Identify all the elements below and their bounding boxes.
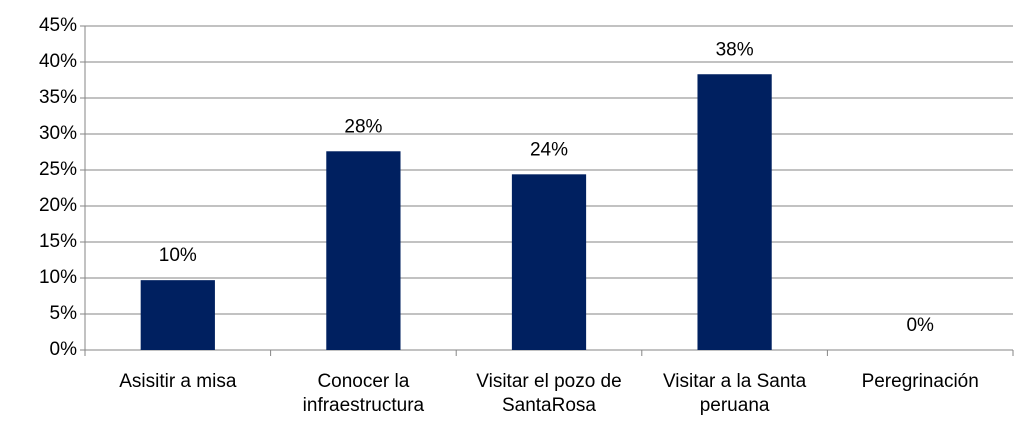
y-tick-label: 10% <box>39 267 77 288</box>
x-tick-label: Conocer la infraestructura <box>302 371 425 416</box>
data-label: 28% <box>344 116 382 137</box>
x-tick-label: Peregrinación <box>861 371 979 392</box>
y-tick-label: 5% <box>50 303 78 324</box>
y-tick-label: 45% <box>39 15 77 36</box>
data-label: 10% <box>159 245 197 266</box>
x-tick-label: Asisitir a misa <box>119 371 237 392</box>
y-tick-label: 15% <box>39 231 77 252</box>
data-label: 38% <box>716 39 754 60</box>
x-tick-label: Visitar a la Santa peruana <box>662 371 807 416</box>
bar <box>697 74 772 351</box>
data-label: 0% <box>906 315 934 336</box>
y-tick-label: 20% <box>39 195 77 216</box>
y-tick-label: 40% <box>39 51 77 72</box>
bar <box>140 280 215 350</box>
y-tick-label: 30% <box>39 123 77 144</box>
x-tick-label: Visitar el pozo de SantaRosa <box>476 371 622 416</box>
bar <box>326 151 401 350</box>
y-tick-label: 25% <box>39 159 77 180</box>
bar <box>511 174 587 350</box>
data-label: 24% <box>530 139 568 160</box>
y-tick-label: 35% <box>39 87 77 108</box>
y-tick-label: 0% <box>50 339 78 360</box>
